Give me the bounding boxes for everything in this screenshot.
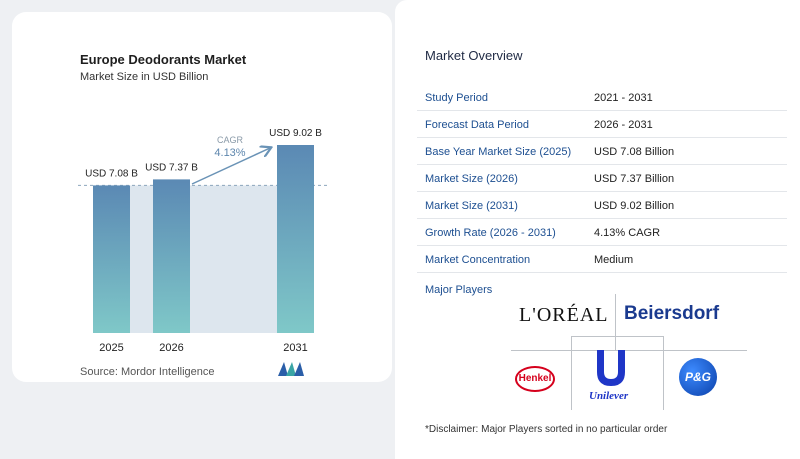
row-label: Growth Rate (2026 - 2031) <box>425 227 556 239</box>
disclaimer: *Disclaimer: Major Players sorted in no … <box>425 424 668 435</box>
unilever-logo: Unilever <box>589 390 629 402</box>
row-label: Market Size (2031) <box>425 200 518 212</box>
loreal-logo: L'ORÉAL <box>519 304 609 326</box>
chart-subtitle: Market Size in USD Billion <box>80 71 209 83</box>
unilever-u-icon <box>597 350 625 386</box>
value-label-2026: USD 7.37 B <box>145 162 198 173</box>
overview-row-forecast-period: Forecast Data Period 2026 - 2031 <box>417 111 787 138</box>
row-label: Forecast Data Period <box>425 119 529 131</box>
divider <box>663 336 664 410</box>
beiersdorf-logo: Beiersdorf <box>624 303 720 324</box>
cagr-arrow <box>191 148 270 185</box>
divider <box>571 336 664 337</box>
row-label: Market Concentration <box>425 254 531 266</box>
row-value: 2026 - 2031 <box>594 119 653 131</box>
divider <box>571 336 572 410</box>
category-label-2025: 2025 <box>99 342 123 354</box>
overview-row-concentration: Market Concentration Medium <box>417 246 787 273</box>
henkel-logo: Henkel <box>515 366 555 392</box>
bar-2031 <box>277 145 314 333</box>
row-value: Medium <box>594 254 634 266</box>
major-players-logos: L'ORÉAL Beiersdorf Henkel Unilever P&G <box>507 292 747 412</box>
row-label: Market Size (2026) <box>425 173 518 185</box>
bar-chart: USD 7.08 B 2025 USD 7.37 B 2026 USD 9.02 B 20… <box>78 128 330 354</box>
overview-row-size-2026: Market Size (2026) USD 7.37 Billion <box>417 165 787 192</box>
major-players-title: Major Players <box>425 284 493 296</box>
row-label: Study Period <box>425 92 488 104</box>
overview-row-growth-rate: Growth Rate (2026 - 2031) 4.13% CAGR <box>417 219 787 246</box>
pg-logo: P&G <box>679 358 717 396</box>
row-value: USD 7.08 Billion <box>594 146 675 158</box>
overview-row-study-period: Study Period 2021 - 2031 <box>417 84 787 111</box>
divider <box>615 294 616 350</box>
value-label-2025: USD 7.08 B <box>85 168 138 179</box>
overview-row-base-year: Base Year Market Size (2025) USD 7.08 Bi… <box>417 138 787 165</box>
bar-2026 <box>153 179 190 333</box>
chart-title: Europe Deodorants Market <box>80 52 247 67</box>
mordor-logo-icon <box>278 362 304 376</box>
overview-row-size-2031: Market Size (2031) USD 9.02 Billion <box>417 192 787 219</box>
row-value: USD 9.02 Billion <box>594 200 675 212</box>
category-label-2031: 2031 <box>283 342 307 354</box>
row-value: 4.13% CAGR <box>594 227 661 239</box>
category-label-2026: 2026 <box>159 342 183 354</box>
divider <box>511 350 747 351</box>
bar-2025 <box>93 185 130 333</box>
value-label-2031: USD 9.02 B <box>269 128 322 139</box>
cagr-label: CAGR <box>217 135 244 145</box>
row-label: Base Year Market Size (2025) <box>425 146 572 158</box>
row-value: USD 7.37 Billion <box>594 173 675 185</box>
cagr-value: 4.13% <box>214 147 245 159</box>
market-overview-panel: Market Overview Study Period 2021 - 2031… <box>395 0 800 459</box>
overview-title: Market Overview <box>425 48 523 63</box>
source-note: Source: Mordor Intelligence <box>80 366 215 378</box>
row-value: 2021 - 2031 <box>594 92 653 104</box>
